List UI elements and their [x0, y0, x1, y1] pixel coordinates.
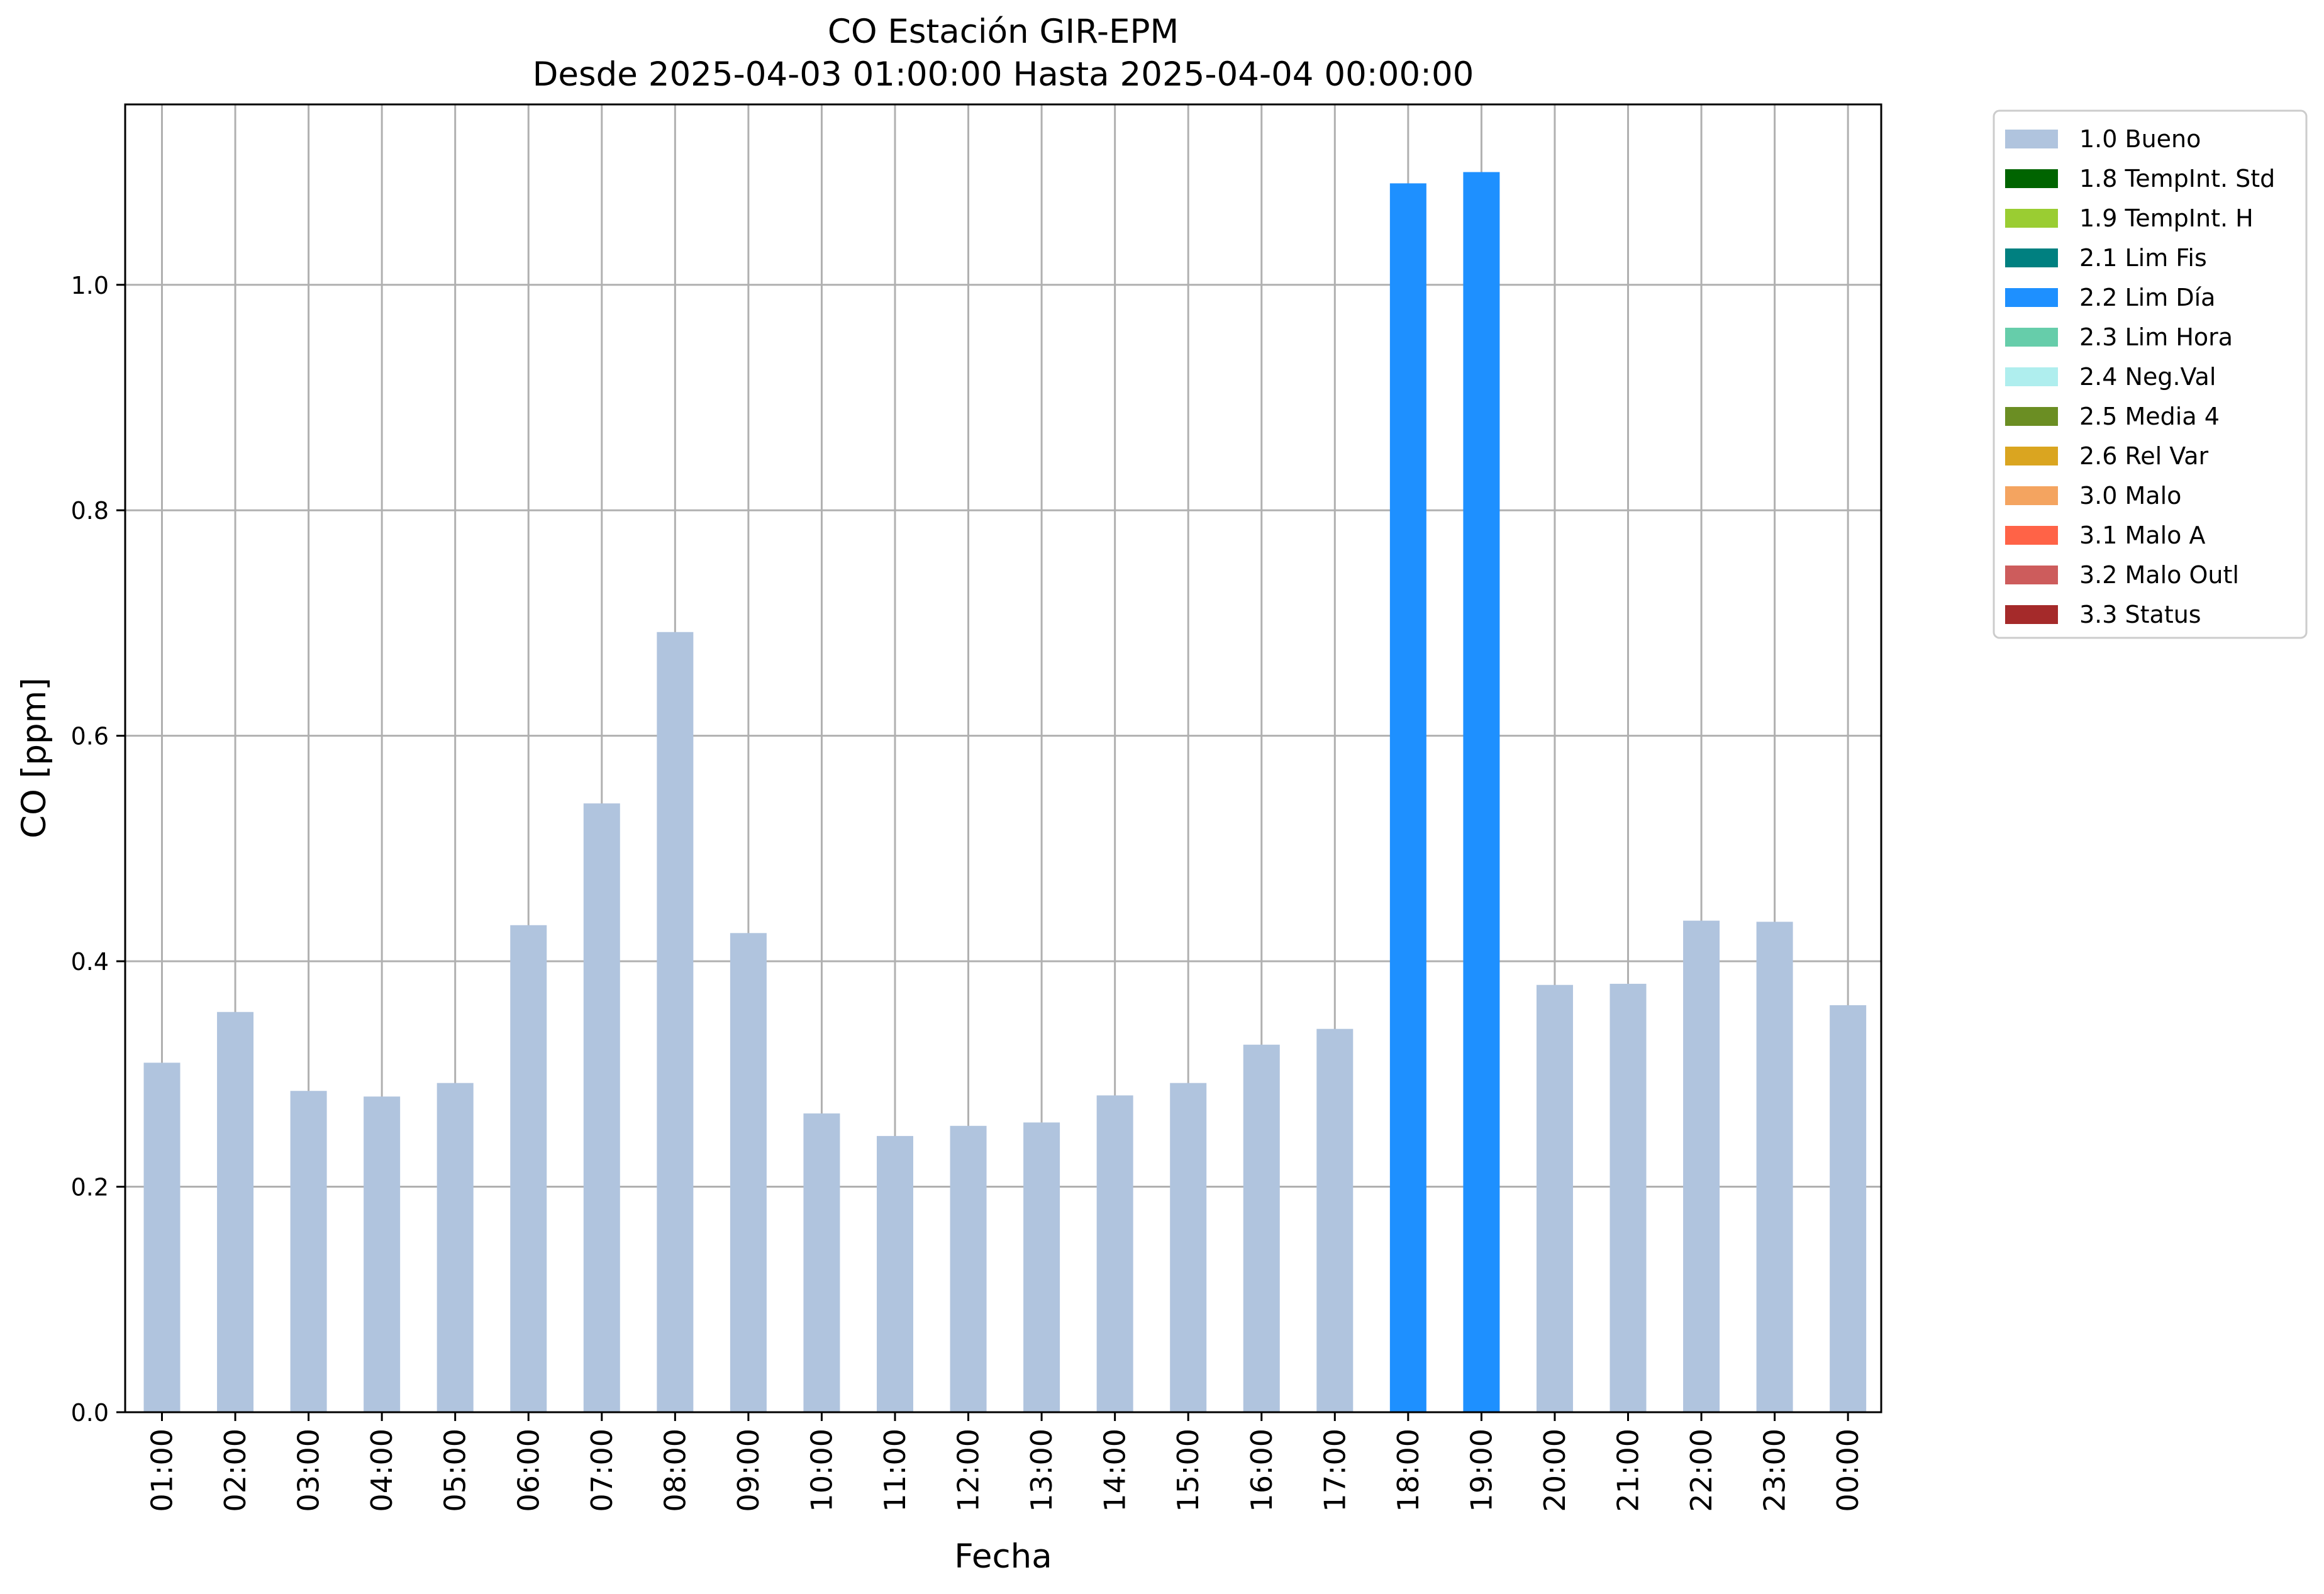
y-tick-label: 0.8	[71, 497, 109, 525]
x-tick-label: 14:00	[1098, 1429, 1132, 1512]
x-tick-label: 16:00	[1245, 1429, 1279, 1512]
legend-swatch	[2005, 526, 2058, 545]
x-tick-label: 23:00	[1758, 1429, 1792, 1512]
legend-box	[1993, 109, 2308, 639]
bar-1800	[1389, 183, 1426, 1412]
plot-frame	[124, 103, 1882, 1413]
y-tick-label: 0.2	[71, 1174, 109, 1201]
legend-swatch	[2005, 328, 2058, 347]
legend-swatch	[2005, 407, 2058, 426]
legend-swatch	[2005, 130, 2058, 148]
x-tick-label: 12:00	[952, 1429, 986, 1512]
legend-label: 1.9 TempInt. H	[2079, 204, 2254, 232]
bar-1500	[1170, 1083, 1207, 1412]
bar-2300	[1756, 922, 1793, 1412]
bar-0600	[510, 925, 547, 1412]
legend-label: 2.2 Lim Día	[2079, 284, 2215, 311]
legend-label: 2.3 Lim Hora	[2079, 323, 2233, 351]
legend-label: 1.8 TempInt. Std	[2079, 165, 2275, 192]
bar-1300	[1023, 1122, 1060, 1412]
x-tick-label: 07:00	[585, 1429, 619, 1512]
bar-1700	[1316, 1028, 1354, 1412]
x-tick-label: 00:00	[1831, 1429, 1865, 1512]
x-tick-label: 18:00	[1391, 1429, 1425, 1512]
bar-1900	[1463, 172, 1500, 1413]
y-tick-label: 0.6	[71, 723, 109, 750]
bar-0700	[583, 803, 620, 1412]
legend-swatch	[2005, 248, 2058, 267]
x-tick-label: 15:00	[1171, 1429, 1205, 1512]
bar-0000	[1830, 1005, 1867, 1412]
legend-swatch	[2005, 169, 2058, 188]
x-tick-label: 17:00	[1318, 1429, 1352, 1512]
chart-subtitle: Desde 2025-04-03 01:00:00 Hasta 2025-04-…	[533, 55, 1474, 94]
legend-swatch	[2005, 605, 2058, 624]
legend-label: 2.5 Media 4	[2079, 403, 2220, 430]
y-tick-label: 0.4	[71, 948, 109, 976]
x-tick-label: 19:00	[1464, 1429, 1498, 1512]
bar-0300	[290, 1091, 327, 1412]
bar-0900	[730, 933, 767, 1412]
x-axis-label: Fecha	[954, 1537, 1052, 1576]
bar-0100	[143, 1062, 181, 1412]
legend-label: 3.3 Status	[2079, 601, 2201, 628]
x-tick-label: 02:00	[218, 1429, 252, 1512]
x-tick-label: 21:00	[1611, 1429, 1645, 1512]
chart-title: CO Estación GIR-EPM	[828, 13, 1179, 51]
x-tick-label: 20:00	[1538, 1429, 1572, 1512]
legend-label: 3.2 Malo Outl	[2079, 561, 2239, 589]
y-axis-label: CO [ppm]	[15, 677, 53, 839]
x-tick-label: 22:00	[1684, 1429, 1718, 1512]
x-tick-label: 05:00	[438, 1429, 472, 1512]
bar-1000	[803, 1113, 840, 1412]
legend-label: 2.4 Neg.Val	[2079, 363, 2216, 391]
bar-0200	[217, 1012, 254, 1412]
x-tick-label: 01:00	[145, 1429, 179, 1512]
legend-swatch	[2005, 447, 2058, 465]
y-tick-label: 1.0	[71, 272, 109, 299]
x-tick-label: 04:00	[365, 1429, 399, 1512]
x-tick-label: 03:00	[292, 1429, 326, 1512]
legend-swatch	[2005, 486, 2058, 505]
x-tick-label: 10:00	[804, 1429, 838, 1512]
legend-label: 1.0 Bueno	[2079, 125, 2201, 153]
bar-1600	[1243, 1044, 1280, 1412]
legend-swatch	[2005, 288, 2058, 307]
x-tick-label: 09:00	[731, 1429, 765, 1512]
x-tick-label: 08:00	[658, 1429, 692, 1512]
legend-label: 2.1 Lim Fis	[2079, 244, 2207, 272]
bar-0400	[364, 1096, 401, 1412]
x-axis: 01:00 02:00 03:00 04:00 05:00 06:00 07:00 08:00…	[145, 1412, 1865, 1512]
bar-2100	[1610, 983, 1647, 1412]
x-tick-label: 13:00	[1025, 1429, 1059, 1512]
legend-label: 3.1 Malo A	[2079, 521, 2205, 549]
legend-label: 2.6 Rel Var	[2079, 442, 2209, 470]
legend-swatch	[2005, 566, 2058, 584]
bar-0800	[657, 632, 694, 1412]
bar-1400	[1096, 1095, 1133, 1412]
legend-label: 3.0 Malo	[2079, 482, 2181, 510]
bars	[143, 172, 1867, 1413]
y-tick-label: 0.0	[71, 1399, 109, 1427]
y-axis: 0.0 0.2 0.4 0.6 0.8 1.0	[71, 272, 125, 1427]
bar-2000	[1536, 984, 1573, 1412]
legend-swatch	[2005, 367, 2058, 386]
bar-1200	[950, 1125, 987, 1412]
x-tick-label: 11:00	[878, 1429, 912, 1512]
legend: 1.0 Bueno 1.8 TempInt. Std 1.9 TempInt. H 2…	[1993, 109, 2308, 639]
bar-2200	[1683, 920, 1720, 1412]
bar-1100	[877, 1135, 913, 1412]
legend-swatch	[2005, 209, 2058, 228]
x-tick-label: 06:00	[511, 1429, 545, 1512]
bar-0500	[436, 1083, 474, 1412]
